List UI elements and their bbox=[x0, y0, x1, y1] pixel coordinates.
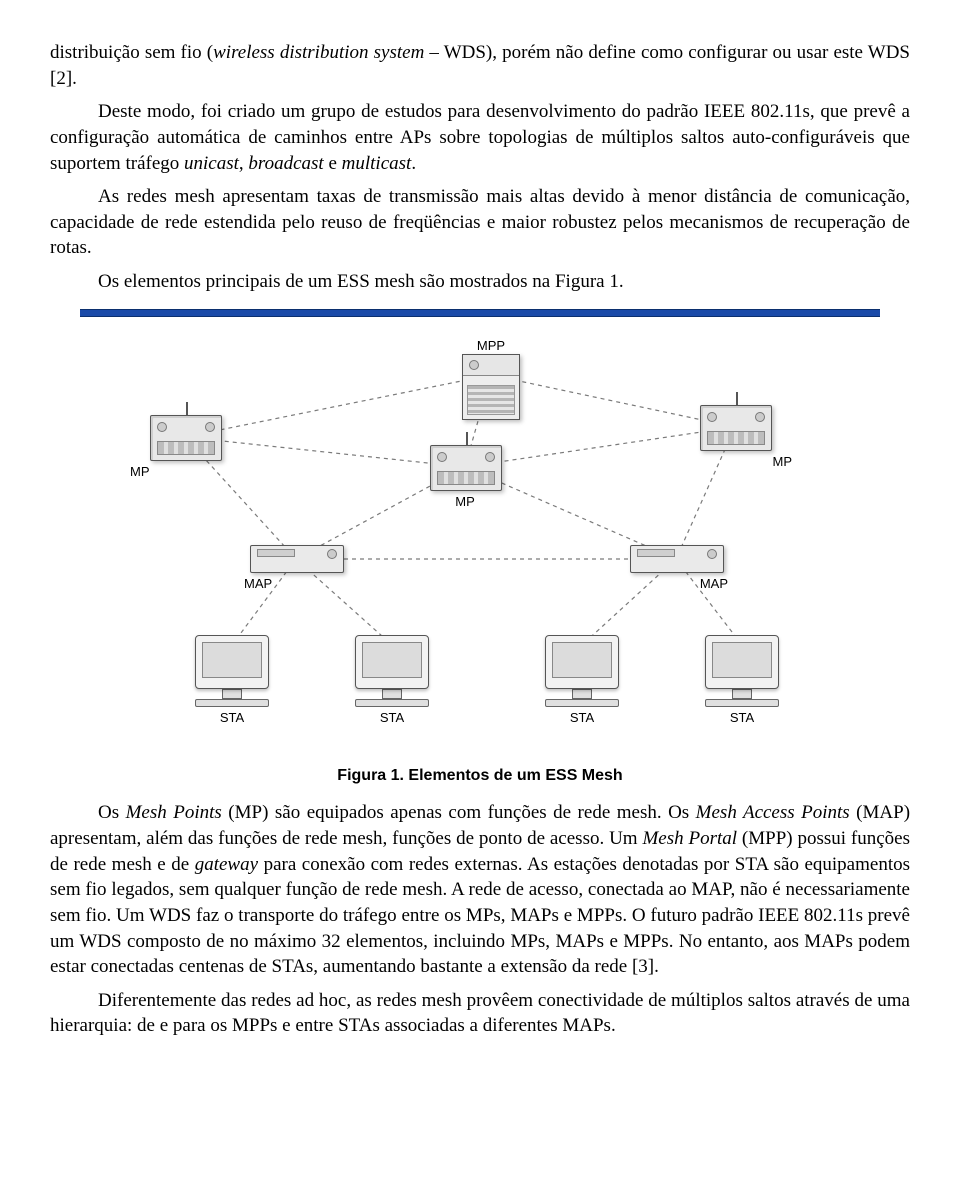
label-mpp: MPP bbox=[460, 337, 522, 355]
label-mp-right: MP bbox=[700, 453, 792, 471]
access-point-icon bbox=[250, 545, 344, 573]
paragraph-6: Diferentemente das redes ad hoc, as rede… bbox=[50, 988, 910, 1039]
access-point-icon bbox=[630, 545, 724, 573]
label-sta-3: STA bbox=[540, 709, 624, 727]
node-sta-4: STA bbox=[700, 635, 784, 727]
label-sta-4: STA bbox=[700, 709, 784, 727]
paragraph-4: Os elementos principais de um ESS mesh s… bbox=[50, 269, 910, 295]
text: Deste modo, foi criado um grupo de estud… bbox=[50, 101, 910, 173]
text: , bbox=[239, 153, 249, 174]
node-map-right: MAP bbox=[630, 545, 722, 593]
node-sta-1: STA bbox=[190, 635, 274, 727]
label-mp-center: MP bbox=[430, 493, 500, 511]
pc-icon bbox=[545, 635, 619, 689]
mesh-diagram: MPP MP MP bbox=[110, 335, 850, 755]
paragraph-2: Deste modo, foi criado um grupo de estud… bbox=[50, 99, 910, 176]
text: (MP) são equipados apenas com funções de… bbox=[222, 802, 696, 823]
node-sta-3: STA bbox=[540, 635, 624, 727]
label-map-right: MAP bbox=[630, 575, 728, 593]
label-sta-1: STA bbox=[190, 709, 274, 727]
term-mesh-access-points: Mesh Access Points bbox=[696, 802, 850, 823]
router-icon bbox=[700, 405, 772, 451]
term-gateway: gateway bbox=[195, 854, 258, 875]
router-icon bbox=[150, 415, 222, 461]
term-multicast: multicast bbox=[342, 153, 412, 174]
figure-1: MPP MP MP bbox=[50, 309, 910, 755]
node-mp-right: MP bbox=[700, 405, 770, 471]
pc-icon bbox=[355, 635, 429, 689]
server-icon bbox=[462, 354, 520, 420]
pc-icon bbox=[195, 635, 269, 689]
label-mp-left: MP bbox=[130, 463, 220, 481]
node-mp-center: MP bbox=[430, 445, 500, 511]
router-icon bbox=[430, 445, 502, 491]
label-sta-2: STA bbox=[350, 709, 434, 727]
text: e bbox=[324, 153, 342, 174]
term-mesh-points: Mesh Points bbox=[126, 802, 222, 823]
text: Os bbox=[98, 802, 126, 823]
node-sta-2: STA bbox=[350, 635, 434, 727]
term-broadcast: broadcast bbox=[248, 153, 323, 174]
paragraph-3: As redes mesh apresentam taxas de transm… bbox=[50, 184, 910, 261]
figure-caption: Figura 1. Elementos de um ESS Mesh bbox=[50, 765, 910, 787]
node-mpp: MPP bbox=[460, 335, 522, 421]
term-wds: wireless distribution system bbox=[213, 42, 424, 63]
text: distribuição sem fio ( bbox=[50, 42, 213, 63]
paragraph-5: Os Mesh Points (MP) são equipados apenas… bbox=[50, 800, 910, 979]
node-mp-left: MP bbox=[150, 415, 220, 481]
text: . bbox=[411, 153, 416, 174]
label-map-left: MAP bbox=[244, 575, 342, 593]
node-map-left: MAP bbox=[250, 545, 342, 593]
term-mesh-portal: Mesh Portal bbox=[642, 828, 737, 849]
ethernet-backbone bbox=[80, 309, 880, 317]
paragraph-intro: distribuição sem fio (wireless distribut… bbox=[50, 40, 910, 91]
pc-icon bbox=[705, 635, 779, 689]
term-unicast: unicast bbox=[184, 153, 239, 174]
